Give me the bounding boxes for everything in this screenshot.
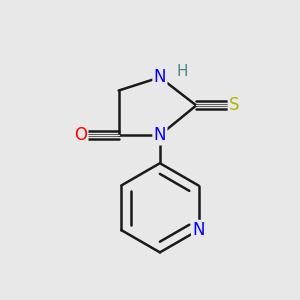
Text: N: N: [192, 221, 205, 239]
Text: H: H: [177, 64, 188, 79]
Text: O: O: [74, 126, 87, 144]
Text: N: N: [154, 68, 166, 86]
Text: N: N: [154, 126, 166, 144]
Text: S: S: [229, 96, 239, 114]
